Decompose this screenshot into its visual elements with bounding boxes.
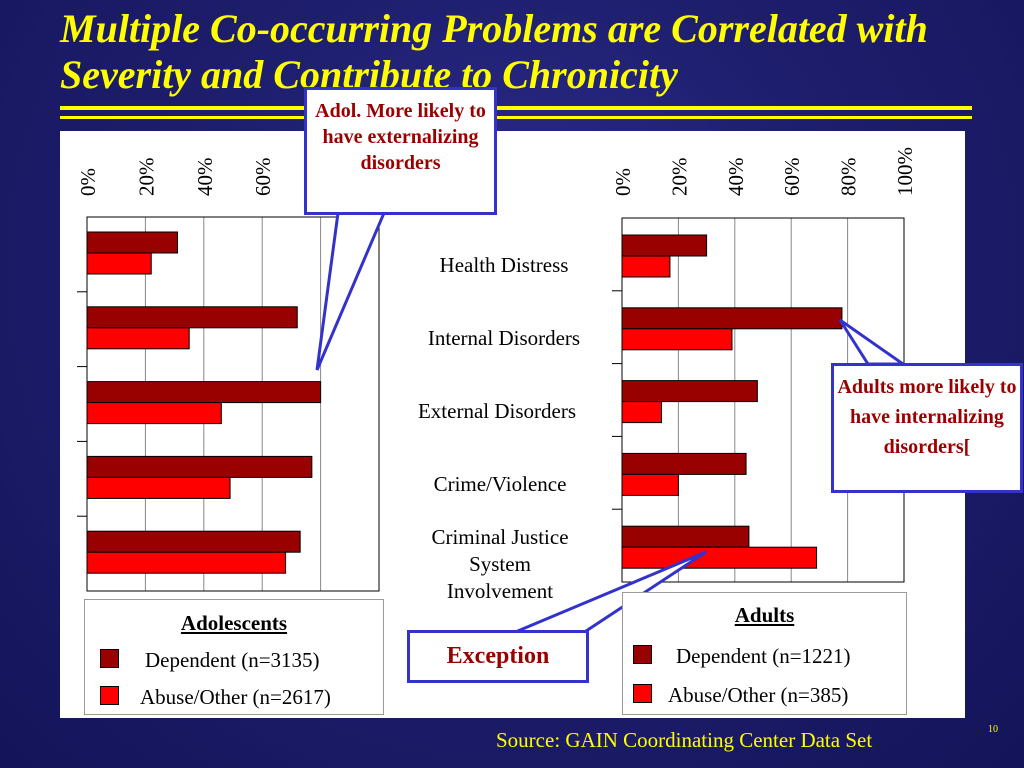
bar-health-distress-abuse-other [621,255,671,278]
adolescents-legend-title: Adolescents [180,611,288,635]
source-note: Source: GAIN Coordinating Center Data Se… [496,728,873,752]
tick-label-20: 20% [134,158,158,197]
adult-callout-pointer [838,318,908,366]
title-underline-top [60,106,972,110]
bar-external-disorders-abuse-other [86,402,222,425]
bar-health-distress-abuse-other [86,252,152,275]
tick-label-80: 80% [837,158,861,197]
bar-crime-violence-abuse-other [86,476,231,499]
category-label-health-distress: Health Distress [439,253,569,277]
bar-internal-disorders-abuse-other [86,327,190,350]
bar-crime-violence-dependent [621,452,747,475]
adolescents-chart: 0% 20% 40% 60% [76,158,380,592]
bar-external-disorders-dependent [621,380,758,403]
slide-title: Multiple Co-occurring Problems are Corre… [60,6,928,97]
adults-legend-dependent: Dependent (n=1221) [676,644,851,668]
adults-legend-title: Adults [734,603,795,627]
category-label-crime-violence: Crime/Violence [433,472,567,496]
bar-crime-violence-dependent [86,455,313,478]
bar-health-distress-dependent [86,231,179,254]
adults-chart: 0% 20% 40% 60% 80% 100% [611,147,917,583]
bar-internal-disorders-dependent [86,306,298,329]
adolescents-legend-abuse-other: Abuse/Other (n=2617) [140,685,331,709]
bar-criminal-justice-system-involvement-abuse-other [621,546,818,569]
tick-label-60: 60% [251,158,275,197]
tick-label-60: 60% [780,158,804,197]
category-label-external-disorders: External Disorders [417,399,577,423]
bar-external-disorders-abuse-other [621,401,662,424]
tick-label-0: 0% [611,168,635,196]
dependent-swatch [633,645,652,664]
adults-legend-abuse-other: Abuse/Other (n=385) [668,683,849,707]
adult-callout: Adults more likely to have internalizing… [831,363,1023,493]
exception-callout: Exception [407,630,589,683]
bar-criminal-justice-system-involvement-dependent [621,525,750,548]
tick-label-20: 20% [667,158,691,197]
tick-label-100: 100% [893,147,917,196]
adol-callout: Adol. More likely to have externalizing … [304,87,497,215]
bar-health-distress-dependent [621,234,708,257]
category-label-criminal-justice: Criminal Justice System Involvement [431,525,569,603]
tick-label-40: 40% [193,158,217,197]
abuse-other-swatch [100,686,119,705]
dependent-swatch [100,649,119,668]
bar-internal-disorders-dependent [621,307,843,330]
bar-crime-violence-abuse-other [621,473,679,496]
abuse-other-swatch [633,684,652,703]
title-underline-bottom [60,116,972,119]
adol-callout-pointer [315,211,387,371]
bar-external-disorders-dependent [86,381,322,404]
category-label-internal-disorders: Internal Disorders [427,326,581,350]
page-number: 10 [988,724,998,735]
tick-label-0: 0% [76,168,100,196]
adults-legend: Adults Dependent (n=1221) Abuse/Other (n… [622,592,907,715]
tick-label-40: 40% [724,158,748,197]
adolescents-legend-dependent: Dependent (n=3135) [145,648,320,672]
bar-criminal-justice-system-involvement-dependent [86,530,301,553]
bar-internal-disorders-abuse-other [621,328,733,351]
adolescents-legend: Adolescents Dependent (n=3135) Abuse/Oth… [84,599,384,715]
bar-criminal-justice-system-involvement-abuse-other [86,551,287,574]
